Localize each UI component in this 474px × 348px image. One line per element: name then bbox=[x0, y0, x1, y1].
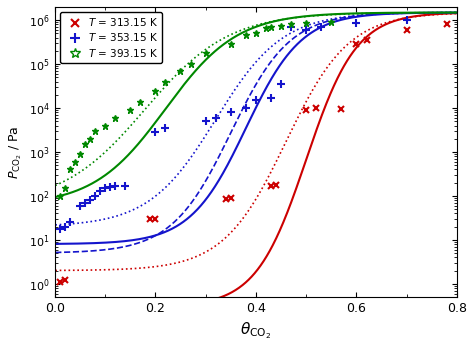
Legend: $T$ = 313.15 K, $T$ = 353.15 K, $T$ = 393.15 K: $T$ = 313.15 K, $T$ = 353.15 K, $T$ = 39… bbox=[60, 12, 163, 63]
X-axis label: $\theta_{\mathrm{CO_2}}$: $\theta_{\mathrm{CO_2}}$ bbox=[240, 321, 272, 341]
Y-axis label: $P_{\mathrm{CO_2}}$ / Pa: $P_{\mathrm{CO_2}}$ / Pa bbox=[7, 125, 24, 179]
